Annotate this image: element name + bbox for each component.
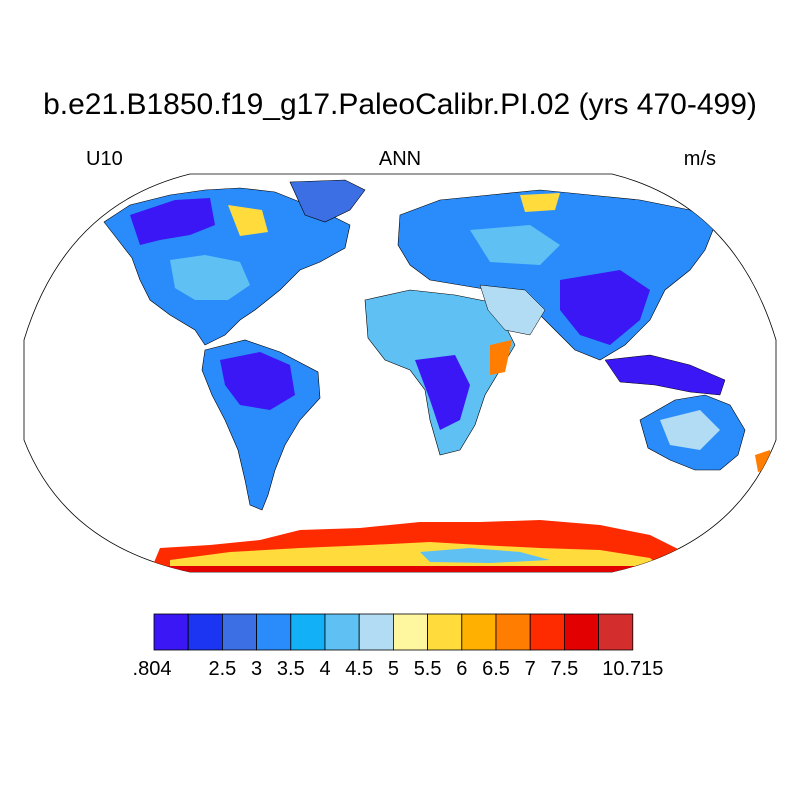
colorbar-label: 10.715 xyxy=(602,658,663,680)
middle-east-region xyxy=(479,284,546,336)
colorbar-box xyxy=(153,613,189,651)
colorbar-label: 6 xyxy=(456,658,467,680)
season-label: ANN xyxy=(378,148,422,170)
australia-light-region xyxy=(660,410,720,450)
colorbar-box xyxy=(221,613,257,651)
antarctica-inner-blue xyxy=(420,548,550,563)
colorbar-box xyxy=(427,613,463,651)
colorbar-box xyxy=(358,613,394,651)
indonesia-region xyxy=(604,354,726,396)
colorbar-label: 5.5 xyxy=(414,658,442,680)
colorbar-label: 7 xyxy=(525,658,536,680)
colorbar-box xyxy=(598,613,634,651)
colorbar-label: 3.5 xyxy=(277,658,305,680)
colorbar-box xyxy=(392,613,428,651)
north-america-light-region xyxy=(170,255,250,300)
colorbar-label: 7.5 xyxy=(550,658,578,680)
colorbar-box xyxy=(324,613,360,651)
siberia-yellow-region xyxy=(520,193,560,212)
colorbar-label: 6.5 xyxy=(482,658,510,680)
africa-strong-region xyxy=(415,355,470,430)
colorbar-label: 3 xyxy=(251,658,262,680)
colorbar-box xyxy=(461,613,497,651)
colorbar-box xyxy=(495,613,531,651)
colorbar-box xyxy=(256,613,292,651)
variable-label: U10 xyxy=(86,148,123,170)
colorbar-box xyxy=(187,613,223,651)
south-america-strong-region xyxy=(220,352,295,410)
map-title: b.e21.B1850.f19_g17.PaleoCalibr.PI.02 (y… xyxy=(43,88,757,121)
colorbar-label: 2.5 xyxy=(208,658,236,680)
greenland-region xyxy=(289,179,366,223)
horn-of-africa-region xyxy=(490,340,512,375)
colorbar-label: 5 xyxy=(388,658,399,680)
north-america-strong-region xyxy=(130,198,215,245)
colorbar-label: 4 xyxy=(319,658,330,680)
colorbar-label: 4.5 xyxy=(345,658,373,680)
colorbar-box xyxy=(529,613,565,651)
antarctica-edge xyxy=(150,566,690,572)
colorbar-label: .804 xyxy=(133,658,172,680)
colorbar-box xyxy=(290,613,326,651)
arctic-yellow-region xyxy=(228,205,268,236)
units-label: m/s xyxy=(683,148,716,170)
central-asia-light-region xyxy=(470,225,560,265)
asia-strong-region xyxy=(560,270,650,345)
colorbar-box xyxy=(564,613,600,651)
